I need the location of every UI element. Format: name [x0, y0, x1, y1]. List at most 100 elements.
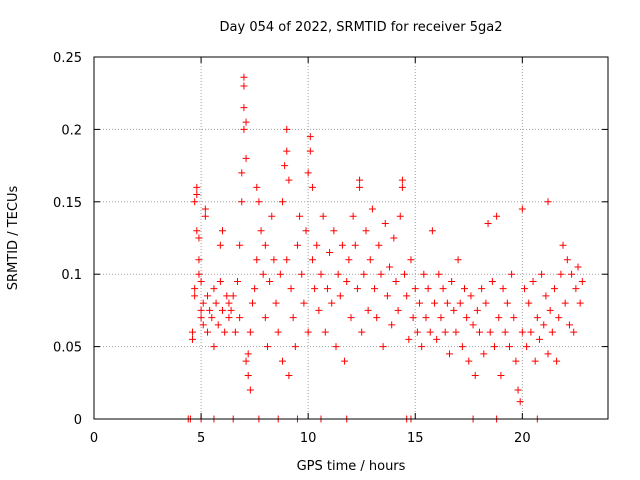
data-point	[409, 314, 417, 322]
data-point	[565, 321, 573, 329]
data-point	[276, 270, 284, 278]
data-point	[490, 343, 498, 351]
data-point	[435, 270, 443, 278]
data-point	[520, 285, 528, 293]
data-point	[257, 227, 265, 235]
data-point	[486, 328, 494, 336]
data-point	[238, 198, 246, 206]
data-point	[572, 285, 580, 293]
data-point	[283, 147, 291, 155]
data-point	[461, 285, 469, 293]
y-tick-label: 0	[74, 413, 82, 428]
data-point	[227, 306, 235, 314]
data-point	[285, 372, 293, 380]
data-point	[482, 299, 490, 307]
data-point	[493, 212, 501, 220]
data-point	[555, 314, 563, 322]
x-tick-label: 10	[300, 431, 317, 446]
data-point	[413, 328, 421, 336]
data-point	[510, 314, 518, 322]
y-tick-label: 0.05	[53, 341, 82, 356]
data-point	[206, 306, 214, 314]
data-point	[311, 285, 319, 293]
data-point	[441, 328, 449, 336]
data-point	[578, 277, 586, 285]
data-point	[546, 306, 554, 314]
data-point	[456, 299, 464, 307]
data-point	[405, 335, 413, 343]
data-point	[452, 328, 460, 336]
data-point	[358, 328, 366, 336]
data-point	[240, 73, 248, 81]
data-point	[398, 176, 406, 184]
data-point	[450, 306, 458, 314]
data-point	[233, 277, 241, 285]
data-point	[431, 299, 439, 307]
data-point	[371, 285, 379, 293]
x-tick-label: 20	[514, 431, 531, 446]
data-point	[300, 299, 308, 307]
data-point	[201, 205, 209, 213]
data-point	[542, 292, 550, 300]
data-point	[533, 314, 541, 322]
data-point	[471, 372, 479, 380]
data-point	[332, 343, 340, 351]
data-point	[308, 256, 316, 264]
data-point	[197, 306, 205, 314]
data-point	[191, 292, 199, 300]
data-point	[501, 328, 509, 336]
x-axis-label: GPS time / hours	[297, 459, 406, 474]
data-point	[219, 227, 226, 235]
data-point	[390, 234, 398, 242]
data-point	[201, 212, 209, 220]
data-point	[505, 343, 513, 351]
data-point	[392, 277, 400, 285]
data-point	[259, 270, 267, 278]
data-point	[244, 350, 252, 358]
data-point	[544, 198, 552, 206]
data-point	[362, 227, 370, 235]
data-point	[535, 335, 543, 343]
data-point	[193, 183, 201, 191]
data-point	[283, 125, 291, 133]
data-point	[238, 169, 246, 177]
data-point	[518, 328, 526, 336]
data-point	[443, 299, 451, 307]
data-point	[424, 285, 432, 293]
chart-title: Day 054 of 2022, SRMTID for receiver 5ga…	[220, 20, 503, 35]
data-point	[281, 162, 289, 170]
data-point	[246, 328, 254, 336]
data-point	[319, 212, 327, 220]
data-point	[253, 183, 261, 191]
data-point	[278, 357, 286, 365]
data-point	[388, 321, 396, 329]
data-point	[251, 285, 259, 293]
data-point	[525, 299, 533, 307]
data-point	[478, 285, 486, 293]
data-point	[313, 241, 321, 249]
data-point	[236, 314, 244, 322]
data-point	[199, 321, 207, 329]
data-point	[465, 357, 473, 365]
data-point	[242, 357, 250, 365]
data-point	[351, 241, 359, 249]
y-axis-label: SRMTID / TECUs	[6, 186, 21, 291]
data-point	[195, 234, 203, 242]
data-point	[253, 256, 261, 264]
data-point	[268, 212, 276, 220]
data-point	[576, 299, 584, 307]
data-point	[204, 292, 212, 300]
data-point	[296, 212, 304, 220]
data-point	[469, 321, 477, 329]
data-point	[191, 285, 199, 293]
data-point	[240, 125, 248, 133]
data-point	[225, 299, 233, 307]
data-point	[285, 176, 293, 184]
data-point	[540, 321, 548, 329]
data-point	[304, 169, 312, 177]
data-point	[379, 343, 387, 351]
data-point	[223, 292, 231, 300]
data-point	[398, 183, 406, 191]
data-point	[550, 285, 558, 293]
